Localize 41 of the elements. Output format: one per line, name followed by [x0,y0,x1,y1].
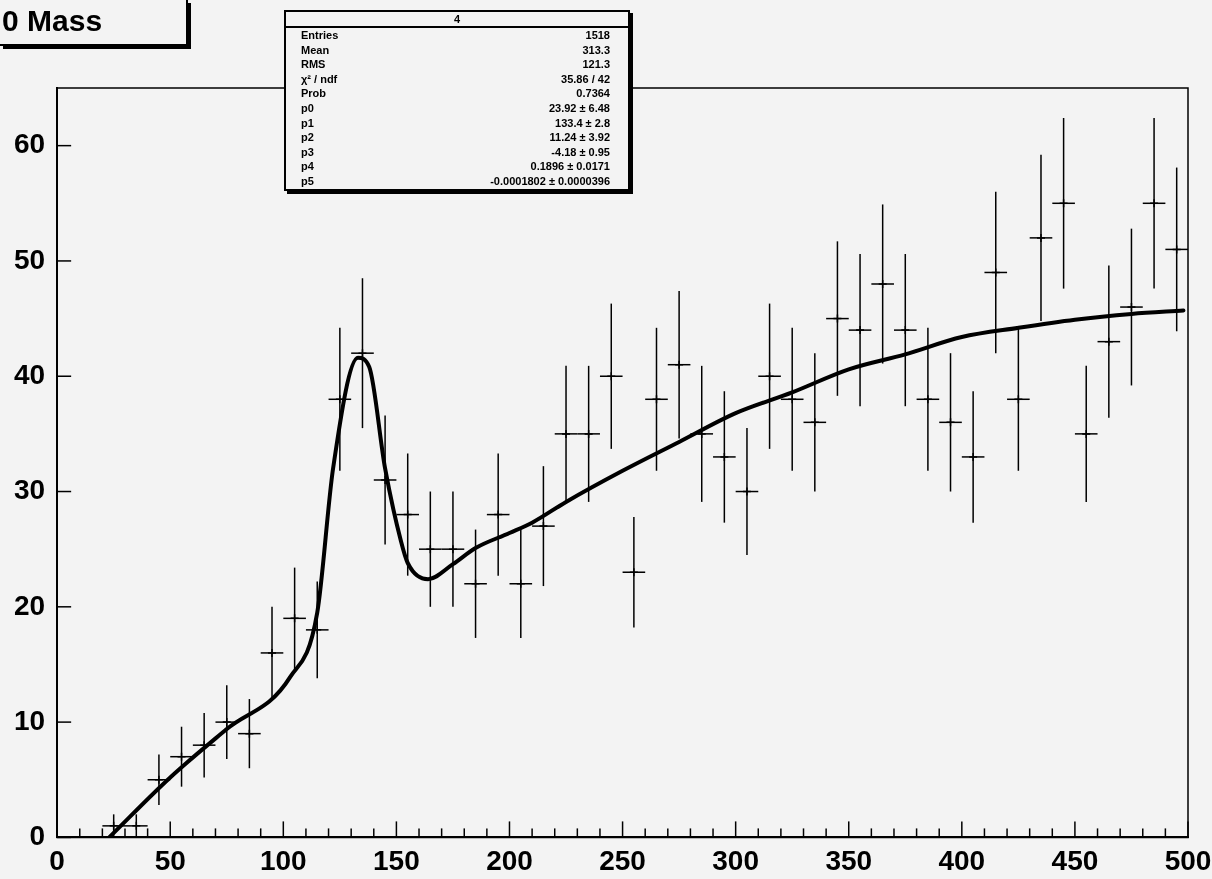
text: 1518 [585,29,610,41]
text: RMS [301,58,326,71]
annotation: p5 [301,173,314,189]
x-tick-label: 350 [825,844,873,876]
text: 35.86 / 42 [561,72,610,85]
y-tick-label: 0 [29,820,46,852]
y-tick-label: 50 [13,243,46,275]
x-tick-label: 300 [712,844,760,876]
annotation: p2 [301,130,314,145]
y-tick-label: 10 [13,704,46,736]
title-box: 0 Mass [0,0,188,46]
annotation: 133.4 ± 2.8 [555,115,610,131]
y-tick-label: 60 [13,128,46,160]
x-tick-label: 200 [486,844,533,876]
y-tick-label: 20 [13,589,46,621]
annotation: 0.7364 [576,86,610,101]
text: 4 [453,13,461,25]
text: Mean [301,43,330,56]
annotation: p0 [301,100,314,116]
annotation: p3 [301,144,314,160]
text: 121.3 [582,58,610,71]
x-tick-label: 150 [373,844,420,876]
annotation: p1 [301,115,314,131]
x-tick-label: 250 [599,844,646,876]
x-tick-label: 100 [259,844,307,876]
y-tick-label: 30 [13,474,46,506]
text: χ² / ndf [301,72,338,85]
x-tick-label: 450 [1051,844,1099,876]
x-tick-label: 50 [154,844,186,876]
annotation: -0.0001802 ± 0.0000396 [490,173,610,189]
y-tick-label: 40 [13,358,46,390]
text: 313.3 [582,43,610,56]
annotation: 11.24 ± 3.92 [549,130,610,145]
annotation: -4.18 ± 0.95 [551,144,610,160]
annotation: Prob [301,86,327,101]
text: Entries [301,29,339,41]
x-tick-label: 400 [938,844,986,876]
annotation: 23.92 ± 6.48 [548,100,610,116]
annotation: p4 [301,159,314,174]
x-tick-label: 500 [1164,844,1212,876]
annotation: 0.1896 ± 0.0171 [530,159,610,174]
